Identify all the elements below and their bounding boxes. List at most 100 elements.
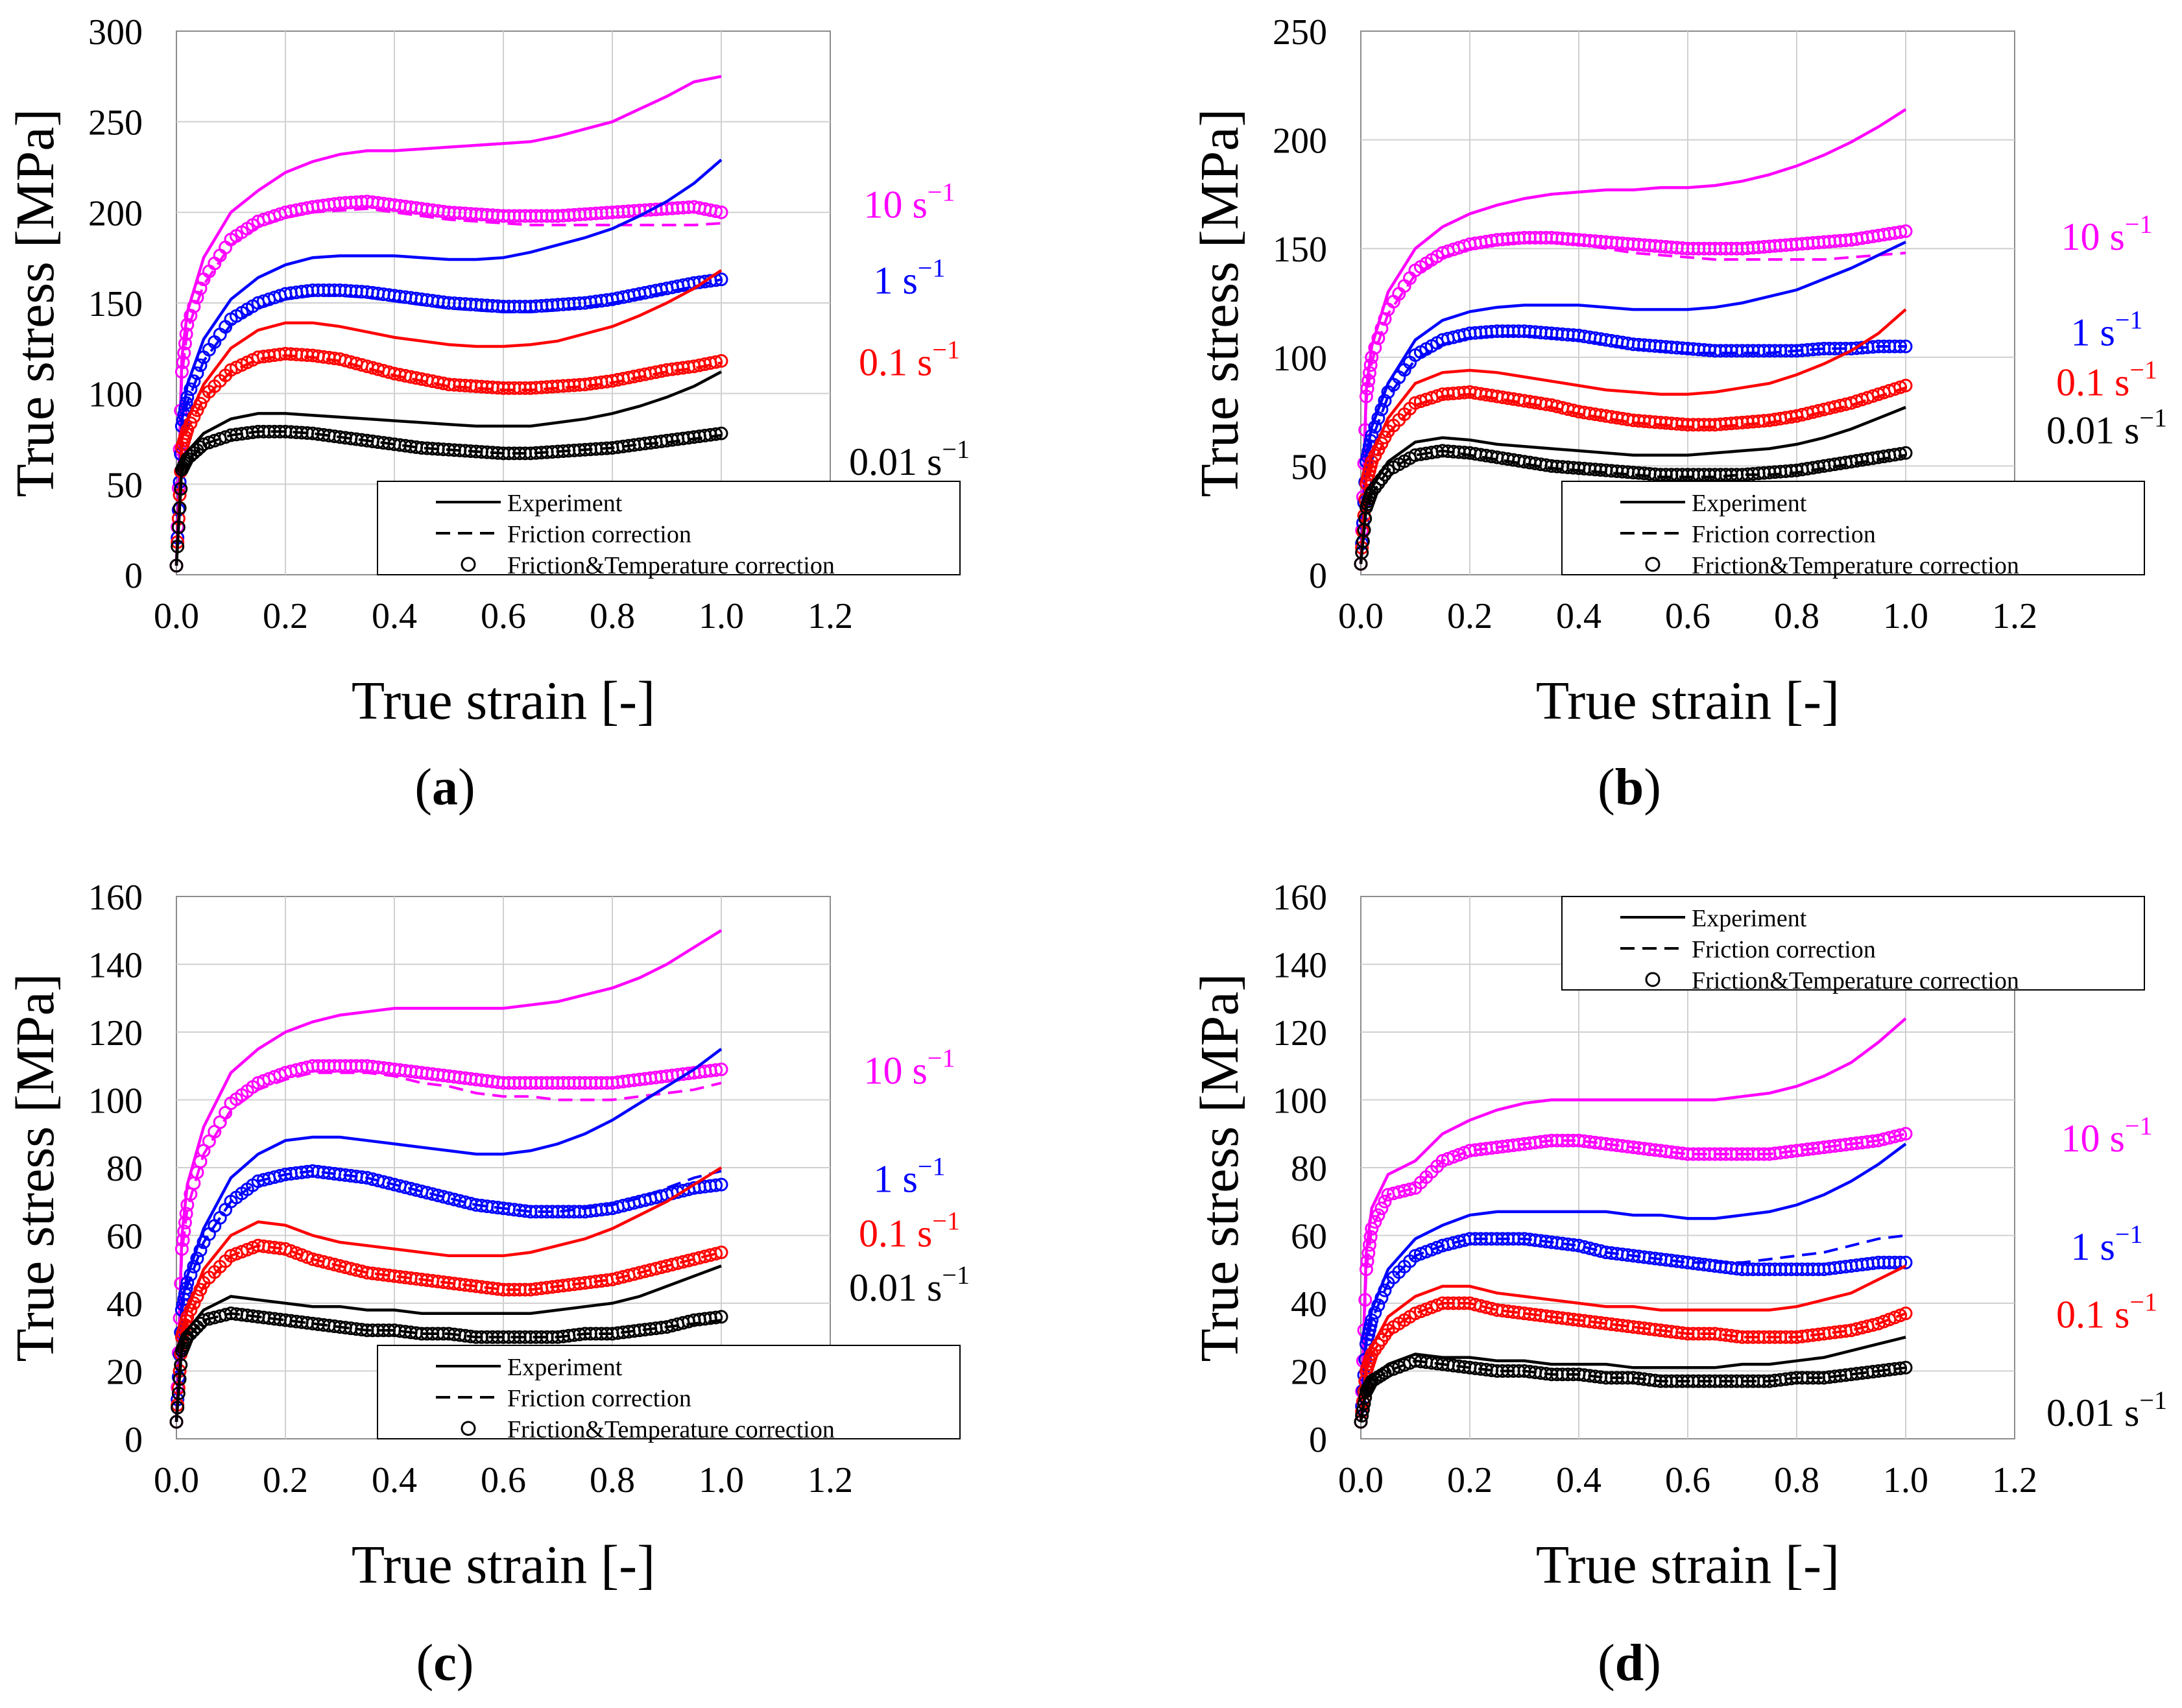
friction-temperature-marker xyxy=(190,403,204,417)
y-tick-label: 60 xyxy=(1291,1217,1327,1257)
friction-temperature-marker xyxy=(180,1310,195,1324)
chart-panel-2: 0.0 0.2 0.4 0.6 0.8 1.0 1.2 0 50 100 150 200 250 True… xyxy=(1190,12,2167,731)
friction-temperature-marker xyxy=(709,355,723,369)
y-tick-label: 80 xyxy=(106,1149,143,1189)
y-tick-label: 0 xyxy=(125,556,143,596)
legend: Experiment Friction correction Friction&Te… xyxy=(1561,481,2145,579)
experiment-line-10 xyxy=(174,75,722,566)
y-tick-label: 40 xyxy=(106,1284,143,1325)
friction-temperature-marker xyxy=(179,1207,193,1221)
y-tick-label: 100 xyxy=(88,375,143,415)
friction-temperature-marker xyxy=(709,1178,723,1192)
experiment-line-1 xyxy=(174,158,723,566)
y-tick-label: 250 xyxy=(88,103,143,143)
friction-temperature-marker xyxy=(1368,420,1382,434)
friction-temperature-marker xyxy=(171,539,185,553)
strain-rate-label-10: 10 s−1 xyxy=(2061,210,2153,258)
friction-temperature-marker xyxy=(187,1260,201,1274)
legend-entry: Friction&Temperature correction xyxy=(1692,552,2019,579)
x-tick-label: 0.4 xyxy=(372,596,417,636)
friction-temperature-marker xyxy=(709,204,723,219)
friction-temperature-marker xyxy=(1378,394,1392,408)
friction-temperature-marker xyxy=(193,396,208,411)
friction-temperature-marker xyxy=(190,366,204,380)
legend-entry: Friction correction xyxy=(1692,936,1876,963)
friction-temperature-marker xyxy=(1893,1361,1908,1375)
legend-entry: Friction correction xyxy=(1692,521,1876,548)
friction-temperature-marker xyxy=(1403,1182,1417,1196)
friction-temperature-marker xyxy=(1361,374,1376,388)
experiment-line-10 xyxy=(1359,108,1907,564)
friction-correction-line-0.1 xyxy=(1360,386,1906,564)
friction-temperature-marker xyxy=(709,427,723,441)
experiment-line-1 xyxy=(174,1048,723,1423)
x-tick-label: 1.2 xyxy=(808,596,853,636)
friction-temperature-marker xyxy=(1359,1262,1373,1277)
y-tick-label: 160 xyxy=(88,878,143,918)
friction-temperature-marker xyxy=(187,374,201,389)
y-tick-label: 120 xyxy=(1273,1013,1327,1053)
friction-temperature-marker xyxy=(190,291,204,305)
y-tick-label: 200 xyxy=(1273,121,1327,162)
friction-temperature-marker xyxy=(1358,1293,1373,1307)
friction-temperature-marker xyxy=(184,382,198,396)
series-0.01-per-s xyxy=(1354,1336,1913,1429)
friction-temperature-marker xyxy=(1371,411,1385,426)
strain-rate-label-0.1: 0.1 s−1 xyxy=(859,335,960,383)
friction-temperature-marker xyxy=(1899,1306,1913,1321)
y-tick-label: 100 xyxy=(1273,339,1327,379)
legend-circle-marker-icon xyxy=(1645,972,1660,987)
friction-temperature-marker xyxy=(180,423,195,437)
friction-temperature-marker xyxy=(193,282,208,296)
y-tick-label: 300 xyxy=(88,12,143,53)
friction-temperature-marker xyxy=(1362,1238,1376,1252)
experiment-line-1 xyxy=(1359,241,1906,564)
friction-temperature-marker xyxy=(1368,1306,1382,1320)
x-tick-label: 0.6 xyxy=(1665,1460,1710,1500)
friction-temperature-marker xyxy=(184,1268,198,1282)
friction-temperature-marker xyxy=(171,520,186,535)
legend-entry: Friction correction xyxy=(507,1385,691,1412)
friction-temperature-marker xyxy=(709,1063,723,1077)
x-tick-label: 0.0 xyxy=(154,1460,199,1500)
x-tick-label: 1.0 xyxy=(1883,1460,1928,1500)
friction-temperature-marker xyxy=(180,1276,195,1290)
friction-temperature-marker xyxy=(714,205,728,219)
experiment-line-10 xyxy=(1359,1017,1907,1422)
friction-temperature-marker xyxy=(177,346,191,360)
friction-temperature-marker xyxy=(184,1303,198,1317)
legend-box xyxy=(377,481,961,575)
strain-rate-label-10: 10 s−1 xyxy=(2061,1111,2153,1160)
legend-entry: Experiment xyxy=(1692,490,1807,517)
friction-temperature-marker xyxy=(177,1224,191,1238)
x-tick-label: 0.4 xyxy=(1556,1460,1601,1500)
y-tick-label: 150 xyxy=(88,284,143,324)
friction-temperature-marker xyxy=(187,1296,201,1310)
friction-correction-line-0.01 xyxy=(175,1312,722,1423)
friction-temperature-marker xyxy=(174,1242,189,1256)
experiment-line-0.01 xyxy=(174,1264,722,1423)
y-tick-label: 80 xyxy=(1291,1149,1327,1189)
x-tick-label: 1.2 xyxy=(1992,596,2037,636)
series-1-per-s xyxy=(169,158,728,573)
friction-temperature-marker xyxy=(1899,224,1913,238)
legend-box xyxy=(1561,896,2145,991)
strain-rate-label-1: 1 s−1 xyxy=(874,1152,946,1201)
friction-temperature-marker xyxy=(179,1281,193,1295)
friction-temperature-marker xyxy=(1374,402,1389,416)
x-tick-label: 0.2 xyxy=(1447,596,1493,636)
friction-temperature-marker xyxy=(171,1386,186,1401)
friction-temperature-marker xyxy=(714,272,728,287)
x-axis-label: True strain [-] xyxy=(1536,671,1840,731)
friction-temperature-marker xyxy=(1378,1283,1392,1297)
legend-entry: Friction&Temperature correction xyxy=(1692,967,2019,994)
friction-temperature-marker xyxy=(174,1358,188,1372)
strain-rate-label-10: 10 s−1 xyxy=(864,1043,955,1092)
strain-rate-label-0.01: 0.01 s−1 xyxy=(849,1260,970,1309)
series-0.01-per-s xyxy=(169,370,728,573)
y-axis-label: True stress [MPa] xyxy=(1190,974,1250,1362)
y-tick-label: 160 xyxy=(1273,878,1327,918)
experiment-line-0.1 xyxy=(174,1166,723,1423)
experiment-line-0.1 xyxy=(1359,1264,1907,1423)
friction-temperature-marker xyxy=(1359,389,1373,403)
